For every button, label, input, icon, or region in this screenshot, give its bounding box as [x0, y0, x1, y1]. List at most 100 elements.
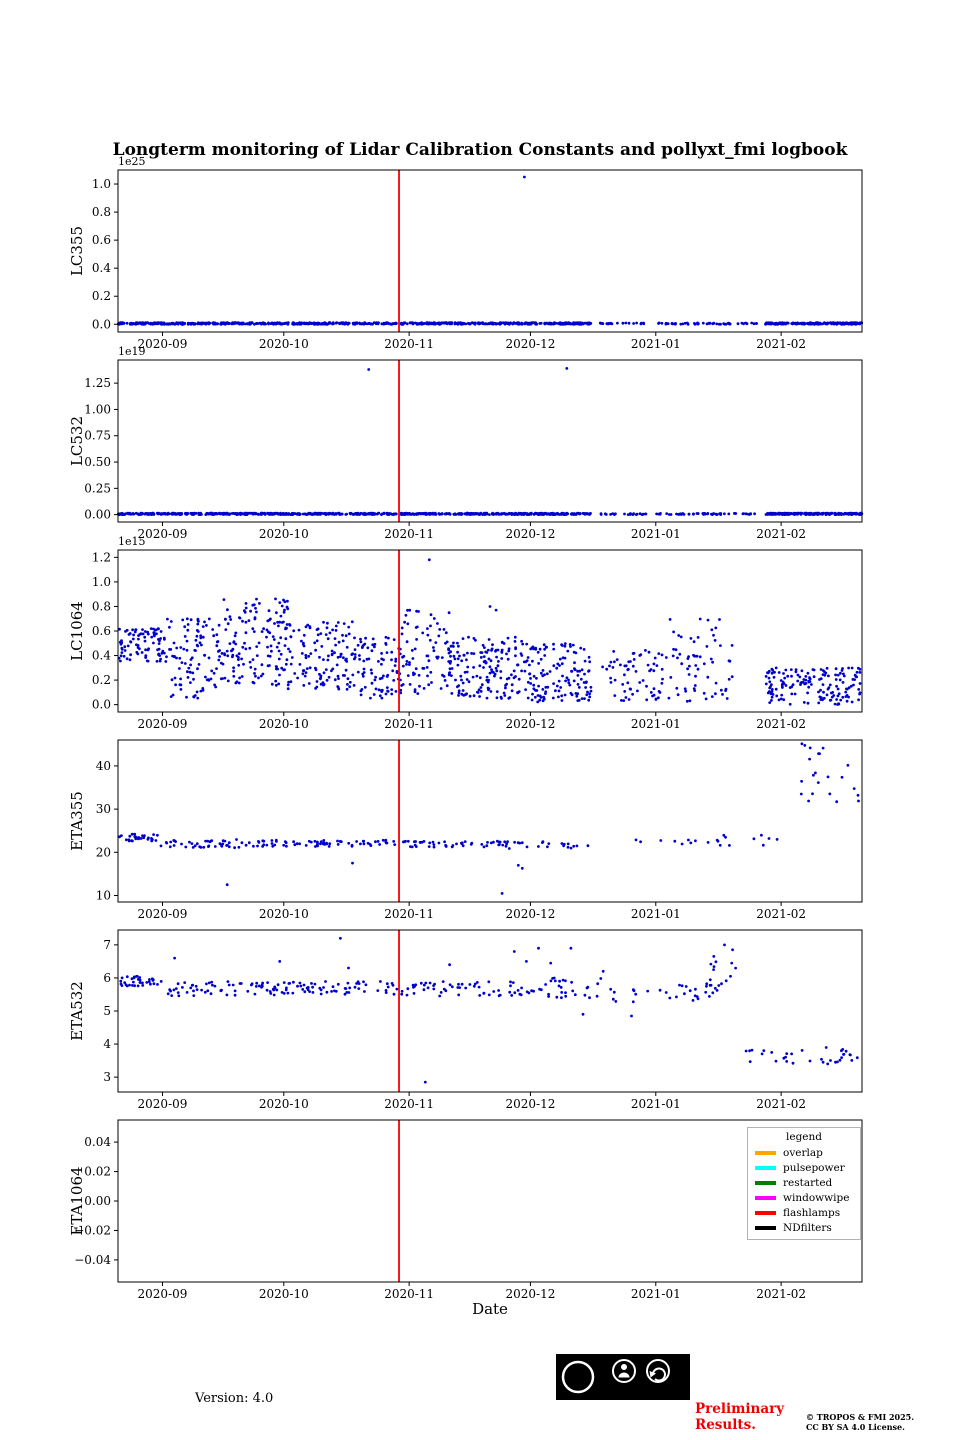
data-point — [141, 628, 144, 631]
data-point — [384, 635, 388, 639]
data-point — [570, 669, 574, 673]
data-point — [559, 986, 563, 989]
data-point — [836, 687, 840, 691]
data-point — [635, 512, 639, 516]
data-point — [251, 627, 255, 631]
legend-item-ndfilters: NDfilters — [748, 1220, 860, 1235]
data-point — [785, 1052, 789, 1055]
data-point — [246, 989, 250, 993]
data-point — [826, 775, 830, 779]
axes-box — [117, 549, 863, 713]
data-point — [770, 690, 774, 693]
data-point — [858, 671, 862, 674]
data-point — [336, 621, 340, 624]
data-point — [460, 692, 464, 696]
cc-logo-text: CC — [568, 1371, 589, 1386]
data-point — [131, 512, 135, 516]
data-point — [210, 980, 214, 984]
data-point — [497, 994, 501, 998]
data-point — [524, 688, 527, 691]
data-point — [466, 512, 470, 516]
data-point — [400, 626, 404, 630]
data-point — [724, 835, 727, 839]
data-point — [152, 633, 156, 637]
data-point — [655, 512, 658, 516]
data-point — [473, 322, 477, 326]
data-point — [227, 983, 231, 987]
data-point — [403, 620, 406, 624]
data-point — [774, 687, 778, 691]
data-point — [709, 983, 713, 987]
data-point — [144, 654, 148, 657]
data-point — [817, 752, 820, 755]
data-point — [836, 703, 840, 706]
data-point — [579, 646, 583, 650]
data-point — [478, 676, 482, 680]
data-point — [178, 667, 181, 670]
data-point-outlier — [516, 863, 520, 867]
data-point — [364, 983, 368, 987]
data-point — [141, 511, 144, 515]
data-point — [483, 646, 486, 649]
data-point — [500, 640, 504, 644]
data-point — [336, 674, 340, 678]
data-point — [780, 322, 784, 326]
data-point — [577, 698, 581, 702]
data-point — [347, 632, 351, 636]
data-point — [495, 696, 499, 700]
data-point — [481, 643, 485, 647]
data-point — [531, 692, 534, 696]
data-point — [378, 843, 381, 846]
data-point — [677, 513, 680, 516]
data-point — [298, 663, 302, 666]
x-tick-label: 2020-11 — [384, 1097, 434, 1111]
data-point — [477, 688, 481, 692]
data-point — [507, 847, 511, 850]
data-point — [141, 632, 145, 636]
data-point — [492, 990, 496, 993]
data-point — [172, 844, 176, 847]
data-point — [742, 512, 746, 515]
data-point — [162, 636, 166, 640]
data-point — [474, 638, 477, 642]
data-point — [117, 321, 121, 325]
data-point — [191, 983, 195, 987]
by-label: BY — [617, 1389, 631, 1399]
data-point — [723, 512, 726, 516]
data-point — [160, 651, 164, 655]
data-point — [654, 698, 658, 701]
data-point — [141, 984, 145, 987]
data-point — [193, 322, 197, 325]
data-point — [373, 678, 377, 682]
data-point — [681, 512, 685, 515]
data-point — [237, 845, 241, 849]
data-point — [557, 679, 561, 683]
data-point — [828, 321, 832, 325]
data-point — [760, 833, 763, 837]
data-point — [404, 613, 408, 617]
data-point — [379, 980, 382, 983]
y-tick-label: 0.2 — [92, 289, 111, 303]
data-point — [508, 322, 512, 325]
data-point — [359, 693, 363, 697]
data-point — [425, 654, 429, 658]
data-point — [286, 599, 289, 603]
data-point — [260, 663, 264, 667]
data-point — [467, 635, 470, 639]
x-tick-label: 2020-09 — [138, 337, 188, 351]
data-point — [685, 699, 689, 703]
data-point — [452, 654, 456, 658]
data-point — [376, 989, 380, 992]
data-point — [665, 322, 668, 325]
data-point — [436, 622, 439, 625]
data-point — [183, 662, 187, 665]
data-point — [478, 664, 482, 668]
data-point — [366, 646, 370, 650]
data-point — [278, 620, 282, 624]
data-point — [234, 631, 238, 635]
axes-box — [117, 359, 863, 523]
data-point — [523, 669, 527, 673]
data-point — [724, 687, 728, 691]
data-point — [562, 842, 566, 846]
